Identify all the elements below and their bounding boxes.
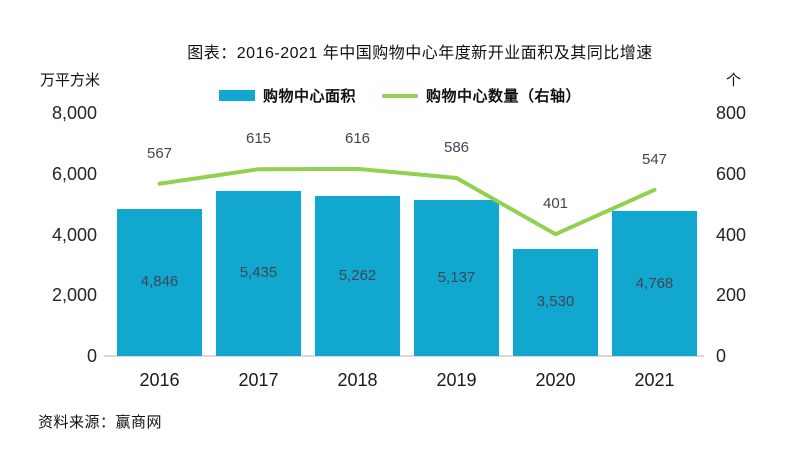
x-axis-line bbox=[104, 355, 704, 357]
x-axis-label: 2021 bbox=[634, 370, 675, 390]
legend-item-area: 购物中心面积 bbox=[218, 85, 356, 106]
source-note: 资料来源：赢商网 bbox=[38, 414, 163, 431]
line-value-label: 615 bbox=[245, 130, 272, 148]
bar bbox=[315, 196, 400, 356]
right-axis-unit: 个 bbox=[726, 72, 742, 89]
legend-label-area: 购物中心面积 bbox=[262, 88, 356, 105]
x-axis-label: 2018 bbox=[337, 370, 378, 390]
x-axis-label: 2016 bbox=[139, 370, 180, 390]
left-axis-tick: 8,000 bbox=[51, 103, 97, 123]
left-axis-unit: 万平方米 bbox=[40, 72, 101, 89]
bar-value-label: 5,137 bbox=[437, 268, 476, 286]
right-axis-tick: 600 bbox=[716, 163, 747, 184]
right-axis-tick: 400 bbox=[716, 224, 747, 245]
x-axis-label: 2019 bbox=[436, 370, 477, 390]
line-value-label: 401 bbox=[542, 195, 569, 213]
bar-value-label: 3,530 bbox=[536, 293, 575, 311]
chart-title: 图表：2016-2021 年中国购物中心年度新开业面积及其同比增速 bbox=[187, 45, 653, 62]
line-path bbox=[157, 166, 657, 237]
legend: 购物中心面积 购物中心数量（右轴） bbox=[0, 85, 800, 106]
bar bbox=[216, 190, 301, 356]
bar bbox=[117, 208, 202, 356]
bar bbox=[513, 248, 598, 356]
bar-value-label: 5,262 bbox=[338, 267, 377, 285]
bar-value-label: 5,435 bbox=[239, 264, 278, 282]
left-axis-tick: 0 bbox=[86, 346, 97, 366]
line-swatch-icon bbox=[382, 93, 418, 98]
line-value-label: 547 bbox=[641, 150, 668, 168]
right-axis-tick: 800 bbox=[716, 103, 747, 123]
line-value-label: 616 bbox=[344, 129, 371, 147]
legend-label-count: 购物中心数量（右轴） bbox=[426, 88, 582, 105]
left-axis-tick: 4,000 bbox=[51, 224, 97, 245]
bar bbox=[414, 199, 499, 356]
left-axis-tick: 6,000 bbox=[51, 163, 97, 184]
legend-item-count: 购物中心数量（右轴） bbox=[382, 85, 581, 106]
bar-value-label: 4,846 bbox=[140, 273, 179, 291]
right-axis-tick: 200 bbox=[716, 285, 747, 306]
line-value-label: 586 bbox=[443, 139, 470, 156]
right-axis-tick: 0 bbox=[716, 346, 727, 366]
line-value-label: 567 bbox=[146, 144, 173, 162]
bar bbox=[612, 211, 697, 356]
left-axis-tick: 2,000 bbox=[51, 285, 97, 306]
bar-swatch-icon bbox=[218, 90, 255, 101]
bar-value-label: 4,768 bbox=[635, 274, 674, 292]
x-axis-label: 2017 bbox=[238, 370, 279, 390]
x-axis-label: 2020 bbox=[535, 370, 576, 390]
